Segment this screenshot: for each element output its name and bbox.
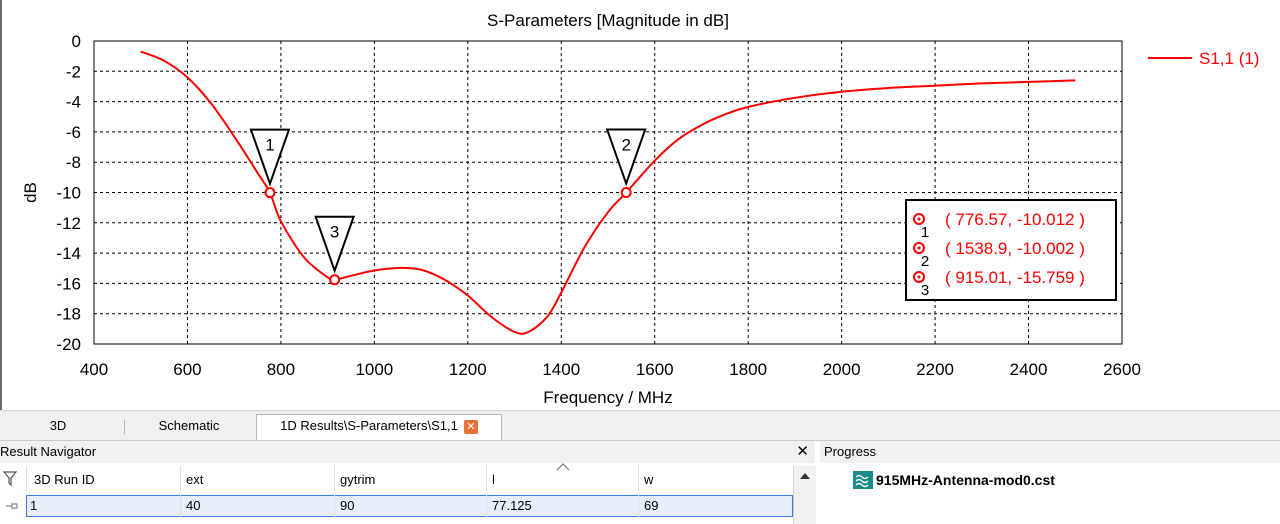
y-tick-label: -2: [66, 62, 81, 81]
marker-id-label: 2: [621, 136, 630, 155]
marker-readout-symbol: [913, 271, 925, 283]
marker-readout-value: ( 1538.9, -10.002 ): [945, 239, 1085, 258]
column-divider: [638, 466, 639, 492]
marker-flag: [605, 128, 647, 187]
x-tick-label: 1600: [636, 360, 674, 379]
sort-ascending-icon: [556, 463, 570, 471]
y-axis-label: dB: [21, 182, 40, 203]
tab-3d[interactable]: 3D: [10, 415, 106, 439]
tab-1d-results[interactable]: 1D Results\S-Parameters\S1,1 ✕: [256, 414, 502, 440]
marker-readout-symbol-dot: [917, 275, 921, 279]
marker-readout-id: 2: [921, 253, 929, 270]
x-tick-label: 1000: [355, 360, 393, 379]
marker-readout-symbol-dot: [917, 217, 921, 221]
document-tab-strip: 3D Schematic 1D Results\S-Parameters\S1,…: [0, 410, 1280, 441]
cell-divider: [180, 495, 181, 517]
marker-id-label: 1: [265, 136, 274, 155]
marker-flag: [314, 215, 356, 274]
progress-header: Progress: [820, 441, 1280, 463]
s-parameter-chart: 400 600 800 1000 1200 1400 1600 1800 2000 2200 240…: [21, 11, 1259, 407]
chart-title: S-Parameters [Magnitude in dB]: [487, 11, 729, 30]
y-tick-label: -14: [56, 244, 81, 263]
tab-1d-results-label: 1D Results\S-Parameters\S1,1: [280, 418, 458, 433]
x-tick-label: 400: [80, 360, 108, 379]
cell-ext[interactable]: 40: [186, 498, 201, 513]
vertical-scrollbar[interactable]: [793, 466, 816, 524]
tab-separator: [124, 420, 125, 434]
marker-readout-id: 3: [921, 282, 929, 299]
tab-schematic[interactable]: Schematic: [134, 415, 244, 439]
column-header-l[interactable]: l: [492, 472, 495, 487]
tab-close-icon[interactable]: ✕: [463, 419, 478, 434]
x-tick-label: 600: [173, 360, 201, 379]
table-row[interactable]: [26, 495, 793, 517]
y-tick-label: 0: [72, 32, 81, 51]
x-tick-label: 1400: [542, 360, 580, 379]
cell-run-id[interactable]: 1: [30, 498, 38, 513]
plot-frame: [93, 40, 1123, 345]
result-navigator-title: Result Navigator: [0, 444, 97, 459]
progress-title: Progress: [824, 444, 877, 459]
marker-readout-symbol: [913, 242, 925, 254]
tab-3d-label: 3D: [49, 418, 67, 433]
filter-icon[interactable]: [2, 470, 18, 488]
column-divider: [180, 466, 181, 492]
marker-point: [329, 274, 341, 286]
plot-area: 400 600 800 1000 1200 1400 1600 1800 2000 2200 240…: [0, 0, 1260, 410]
column-divider: [26, 466, 27, 492]
cell-divider: [638, 495, 639, 517]
window-left-border: [0, 0, 2, 410]
x-tick-label: 2600: [1103, 360, 1141, 379]
column-header-gytrim[interactable]: gytrim: [340, 472, 376, 487]
y-tick-label: -10: [56, 184, 81, 203]
close-icon[interactable]: ✕: [796, 443, 809, 460]
marker-readout-box: [905, 199, 1117, 301]
marker-readout-value: ( 915.01, -15.759 ): [945, 268, 1085, 287]
x-tick-label: 1800: [729, 360, 767, 379]
marker-readout-id: 1: [921, 224, 929, 241]
y-tick-label: -18: [56, 305, 81, 324]
legend-label: S1,1 (1): [1199, 49, 1259, 68]
y-tick-label: -20: [56, 335, 81, 354]
progress-file-name[interactable]: 915MHz-Antenna-mod0.cst: [876, 472, 1055, 488]
column-divider: [486, 466, 487, 492]
scroll-up-icon[interactable]: [794, 466, 816, 486]
column-header-ext[interactable]: ext: [186, 472, 204, 487]
column-divider: [334, 466, 335, 492]
y-tick-label: -6: [66, 123, 81, 142]
cell-divider: [334, 495, 335, 517]
cell-divider: [486, 495, 487, 517]
column-header-run-id[interactable]: 3D Run ID: [34, 472, 95, 487]
x-tick-label: 2200: [916, 360, 954, 379]
y-tick-label: -12: [56, 214, 81, 233]
x-tick-label: 800: [267, 360, 295, 379]
marker-flag: [249, 128, 291, 187]
x-tick-label: 2400: [1010, 360, 1048, 379]
y-tick-label: -4: [66, 93, 81, 112]
cell-gytrim[interactable]: 90: [340, 498, 355, 513]
y-tick-label: -16: [56, 274, 81, 293]
x-tick-label: 1200: [449, 360, 487, 379]
result-navigator-header: Result Navigator ✕: [0, 441, 815, 463]
cell-w[interactable]: 69: [644, 498, 659, 513]
marker-readout-symbol-dot: [917, 246, 921, 250]
marker-readout-symbol: [913, 213, 925, 225]
tab-schematic-label: Schematic: [158, 418, 220, 433]
column-header-w[interactable]: w: [644, 472, 654, 487]
marker-point: [620, 187, 632, 199]
marker-point: [264, 187, 276, 199]
x-axis-label: Frequency / MHz: [543, 388, 672, 407]
cst-file-icon: [853, 471, 873, 489]
pin-icon[interactable]: [4, 499, 20, 513]
x-tick-label: 2000: [823, 360, 861, 379]
cell-l[interactable]: 77.125: [492, 498, 532, 513]
marker-id-label: 3: [330, 223, 339, 242]
y-tick-label: -8: [66, 153, 81, 172]
marker-readout-value: ( 776.57, -10.012 ): [945, 210, 1085, 229]
progress-panel: 915MHz-Antenna-mod0.cst: [820, 464, 1280, 524]
